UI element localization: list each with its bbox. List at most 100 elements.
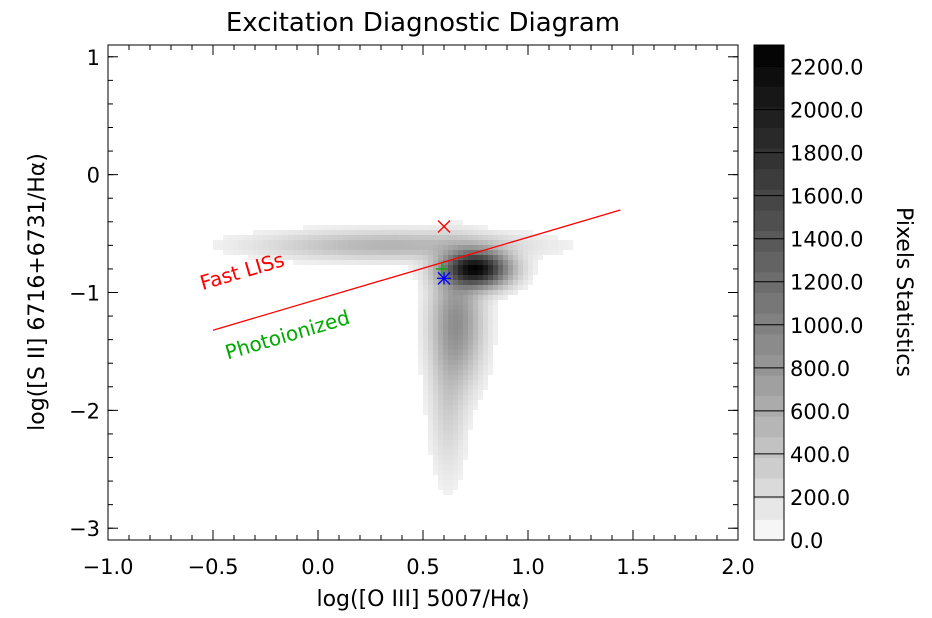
- density-cell: [308, 245, 313, 250]
- density-cell: [488, 235, 493, 240]
- density-cell: [493, 260, 498, 265]
- density-cell: [468, 290, 473, 295]
- density-cell: [353, 240, 358, 245]
- density-cell: [433, 280, 438, 285]
- density-cell: [458, 450, 463, 455]
- density-cell: [433, 260, 438, 265]
- density-cell: [513, 240, 518, 245]
- density-cell: [393, 245, 398, 250]
- density-cell: [508, 290, 513, 295]
- density-cell: [443, 270, 448, 275]
- density-cell: [483, 300, 488, 305]
- density-cell: [453, 360, 458, 365]
- density-cell: [533, 250, 538, 255]
- density-cell: [433, 300, 438, 305]
- density-cell: [418, 250, 423, 255]
- density-cell: [433, 415, 438, 420]
- density-cell: [433, 330, 438, 335]
- density-cell: [358, 250, 363, 255]
- density-cell: [423, 280, 428, 285]
- density-cell: [503, 240, 508, 245]
- density-cell: [458, 235, 463, 240]
- colorbar-band: [754, 457, 784, 479]
- density-cell: [433, 450, 438, 455]
- density-cell: [453, 250, 458, 255]
- density-cell: [513, 250, 518, 255]
- density-cell: [448, 425, 453, 430]
- density-cell: [273, 240, 278, 245]
- density-cell: [378, 250, 383, 255]
- density-cell: [448, 250, 453, 255]
- density-cell: [468, 340, 473, 345]
- density-cell: [473, 405, 478, 410]
- density-cell: [348, 225, 353, 230]
- density-cell: [423, 390, 428, 395]
- density-cell: [393, 255, 398, 260]
- density-cell: [423, 310, 428, 315]
- density-cell: [473, 330, 478, 335]
- density-cell: [448, 260, 453, 265]
- density-cell: [558, 245, 563, 250]
- density-cell: [323, 250, 328, 255]
- density-cell: [253, 240, 258, 245]
- density-cell: [448, 365, 453, 370]
- density-cell: [378, 245, 383, 250]
- density-cell: [478, 305, 483, 310]
- density-cell: [448, 355, 453, 360]
- density-cell: [433, 265, 438, 270]
- density-cell: [438, 325, 443, 330]
- density-cell: [453, 280, 458, 285]
- density-cell: [528, 280, 533, 285]
- density-cell: [463, 230, 468, 235]
- density-cell: [338, 260, 343, 265]
- density-cell: [438, 350, 443, 355]
- density-cell: [503, 295, 508, 300]
- density-cell: [473, 375, 478, 380]
- colorbar-band: [754, 148, 784, 170]
- density-cell: [278, 255, 283, 260]
- density-cell: [433, 225, 438, 230]
- density-cell: [468, 395, 473, 400]
- density-cell: [463, 280, 468, 285]
- density-cell: [458, 380, 463, 385]
- density-cell: [473, 390, 478, 395]
- density-cell: [458, 385, 463, 390]
- density-cell: [518, 235, 523, 240]
- density-cell: [443, 420, 448, 425]
- colorbar-band: [754, 313, 784, 335]
- density-cell: [423, 330, 428, 335]
- density-cell: [388, 235, 393, 240]
- density-cell: [333, 245, 338, 250]
- colorbar-band: [754, 127, 784, 149]
- density-cell: [358, 240, 363, 245]
- density-cell: [458, 300, 463, 305]
- density-cell: [398, 235, 403, 240]
- density-cell: [448, 290, 453, 295]
- density-cell: [248, 255, 253, 260]
- density-cell: [358, 255, 363, 260]
- density-cell: [448, 380, 453, 385]
- density-cell: [448, 230, 453, 235]
- density-cell: [418, 235, 423, 240]
- density-cell: [453, 230, 458, 235]
- density-cell: [483, 355, 488, 360]
- density-cell: [488, 230, 493, 235]
- density-cell: [453, 335, 458, 340]
- density-cell: [523, 275, 528, 280]
- density-cell: [448, 430, 453, 435]
- y-tick-label: −1: [69, 282, 100, 306]
- density-cell: [388, 225, 393, 230]
- density-cell: [433, 460, 438, 465]
- density-cell: [523, 265, 528, 270]
- density-cell: [458, 260, 463, 265]
- density-cell: [483, 260, 488, 265]
- density-cell: [328, 230, 333, 235]
- density-cell: [438, 390, 443, 395]
- density-cell: [333, 260, 338, 265]
- density-cell: [488, 290, 493, 295]
- density-cell: [263, 255, 268, 260]
- density-cell: [483, 315, 488, 320]
- density-cell: [473, 320, 478, 325]
- density-cell: [383, 230, 388, 235]
- density-cell: [433, 465, 438, 470]
